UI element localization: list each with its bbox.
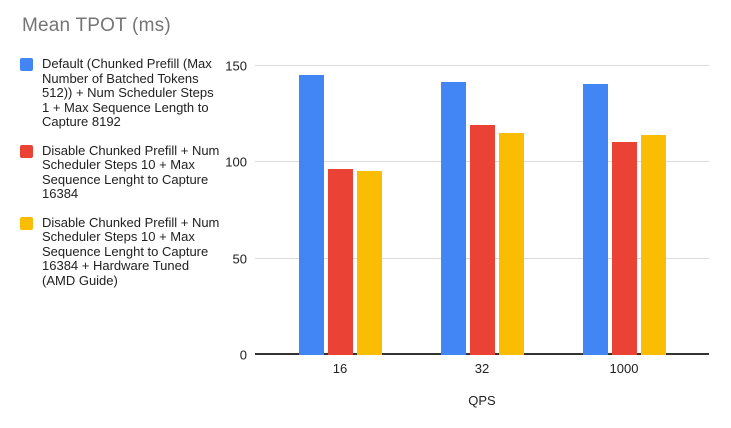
- bar-groups: [255, 65, 709, 355]
- bar-32: [440, 82, 466, 355]
- legend-label: Default (Chunked Prefill (Max Number of …: [42, 56, 214, 129]
- bar-1000: [582, 84, 608, 355]
- x-tick-label-1000: 1000: [609, 361, 639, 376]
- legend-swatch-icon: [20, 58, 33, 71]
- chart-legend: Default (Chunked Prefill (Max Number of …: [20, 56, 225, 302]
- legend-item-1: Disable Chunked Prefill + Num Scheduler …: [20, 142, 225, 202]
- y-axis: 0 50 100 150: [200, 59, 247, 363]
- gridline-150: [255, 65, 709, 66]
- bar-32: [498, 132, 524, 355]
- bar-16: [298, 74, 324, 355]
- bar-32: [469, 124, 495, 355]
- bar-1000: [640, 134, 666, 355]
- x-tick-label-16: 16: [332, 361, 348, 376]
- bar-1000: [611, 142, 637, 355]
- y-tick-label-100: 100: [225, 154, 247, 170]
- bar-group-16: [269, 65, 411, 355]
- y-tick-label-50: 50: [232, 251, 247, 267]
- legend-item-0: Default (Chunked Prefill (Max Number of …: [20, 56, 225, 130]
- x-axis-title: QPS: [468, 393, 496, 408]
- legend-label: Disable Chunked Prefill + Num Scheduler …: [42, 142, 220, 201]
- legend-label: Disable Chunked Prefill + Num Scheduler …: [42, 214, 220, 288]
- y-tick-label-0: 0: [239, 347, 247, 363]
- bar-group-32: [411, 65, 553, 355]
- legend-swatch-icon: [20, 144, 33, 158]
- x-tick-label-32: 32: [474, 361, 490, 376]
- legend-item-2: Disable Chunked Prefill + Num Scheduler …: [20, 214, 225, 289]
- bar-group-1000: [553, 65, 695, 355]
- bar-16: [327, 169, 353, 355]
- chart-title: Mean TPOT (ms): [22, 15, 171, 36]
- plot-area: [255, 65, 709, 355]
- legend-swatch-icon: [20, 216, 33, 230]
- bar-16: [356, 171, 382, 355]
- y-tick-label-150: 150: [225, 58, 247, 74]
- x-axis-labels: 16 32 1000: [255, 361, 709, 376]
